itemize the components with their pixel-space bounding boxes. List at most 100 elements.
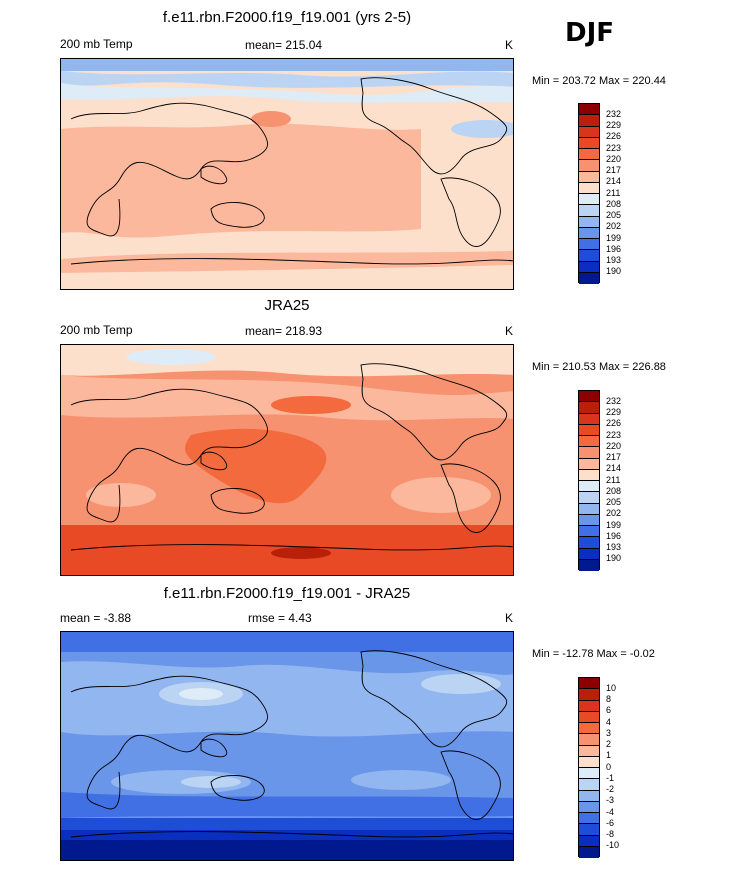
- panel1-contour-field: [61, 59, 513, 289]
- panel2-colorbar-cell: [579, 424, 599, 436]
- panel3-colorbar-tick-label: -1: [606, 773, 615, 783]
- panel2-minmax: Min = 210.53 Max = 226.88: [532, 361, 666, 373]
- panel2-colorbar-tick-label: 232: [606, 396, 622, 406]
- panel2-colorbar-cell: [579, 469, 599, 481]
- panel1-title: f.e11.rbn.F2000.f19_f19.001 (yrs 2-5): [162, 9, 412, 26]
- panel1-colorbar-cell: [579, 205, 599, 217]
- panel3-colorbar-cell: [579, 801, 599, 813]
- panel2-colorbar-cell: [579, 514, 599, 526]
- panel3-colorbar-cell: [579, 813, 599, 825]
- panel3-colorbar-cell: [579, 790, 599, 802]
- panel3-colorbar-tick-label: -4: [606, 807, 615, 817]
- panel3-colorbar-tick-label: 0: [606, 762, 612, 772]
- panel1-colorbar-tick-label: 205: [606, 210, 622, 220]
- season-label: DJF: [565, 18, 615, 48]
- panel3-colorbar-cell: [579, 824, 599, 836]
- panel1-colorbar-tick-label: 208: [606, 199, 622, 209]
- panel3-colorbar-tick-label: 6: [606, 705, 612, 715]
- panel2-colorbar-tick-label: 217: [606, 452, 622, 462]
- panel2-colorbar-cell: [579, 537, 599, 549]
- panel3-colorbar-tick-label: -10: [606, 840, 620, 850]
- panel3-colorbar-cell: [579, 745, 599, 757]
- panel3-colorbar-tick-label: 4: [606, 717, 612, 727]
- panel2-map: [60, 344, 514, 576]
- panel2-colorbar-cell: [579, 413, 599, 425]
- panel1-colorbar-cell: [579, 194, 599, 206]
- panel2-colorbar-tick-label: 190: [606, 553, 622, 563]
- panel3-colorbar-tick-label: 1: [606, 750, 612, 760]
- panel1-colorbar-cell: [579, 216, 599, 228]
- panel2-colorbar-cell: [579, 402, 599, 414]
- panel2-mean-label: mean= 218.93: [245, 324, 323, 338]
- panel2-colorbar-cell: [579, 548, 599, 560]
- panel3-colorbar-cell: [579, 723, 599, 735]
- panel1-colorbar-tick-label: 217: [606, 165, 622, 175]
- panel1-colorbar-tick-label: 202: [606, 221, 622, 231]
- panel2-variable-label: 200 mb Temp: [60, 323, 133, 337]
- panel2-colorbar-tick-label: 226: [606, 418, 622, 428]
- panel1-colorbar-tick-label: 190: [606, 266, 622, 276]
- panel2-colorbar-tick-label: 211: [606, 475, 621, 485]
- panel2-colorbar-tick-label: 220: [606, 441, 622, 451]
- panel3-colorbar-cell: [579, 835, 599, 847]
- panel3-colorbar-tick-label: -2: [606, 784, 615, 794]
- panel1-colorbar-tick-label: 220: [606, 154, 622, 164]
- panel3-colorbar-cell: [579, 756, 599, 768]
- panel3-colorbar-tick-label: -6: [606, 818, 615, 828]
- panel2-colorbar-cell: [579, 526, 599, 538]
- panel3-map: [60, 631, 514, 861]
- panel3-mean-label: mean = -3.88: [60, 611, 132, 625]
- panel3-colorbar-tick-label: 2: [606, 739, 612, 749]
- panel3-colorbar-cell: [579, 689, 599, 701]
- panel1-colorbar: [578, 103, 600, 284]
- panel2-colorbar: [578, 390, 600, 571]
- panel2-colorbar-cell: [579, 458, 599, 470]
- panel2-colorbar-tick-label: 196: [606, 531, 622, 541]
- panel3-colorbar-cell: [579, 700, 599, 712]
- panel2-colorbar-tick-label: 193: [606, 542, 622, 552]
- panel1-colorbar-cell: [579, 227, 599, 239]
- panel3-colorbar-cell: [579, 779, 599, 791]
- panel1-colorbar-tick-label: 229: [606, 120, 622, 130]
- panel3-colorbar-cell: [579, 711, 599, 723]
- panel2-colorbar-cell: [579, 559, 599, 571]
- panel1-colorbar-cell: [579, 160, 599, 172]
- panel2-colorbar-tick-label: 202: [606, 508, 622, 518]
- panel1-colorbar-tick-label: 196: [606, 244, 622, 254]
- panel1-units-label: K: [505, 38, 514, 52]
- panel1-colorbar-cell: [579, 104, 599, 116]
- panel2-colorbar-tick-label: 223: [606, 430, 622, 440]
- panel1-colorbar-cell: [579, 272, 599, 284]
- panel3-minmax: Min = -12.78 Max = -0.02: [532, 648, 655, 660]
- panel3-colorbar-cell: [579, 678, 599, 690]
- panel2-colorbar-cell: [579, 447, 599, 459]
- panel2-colorbar-tick-label: 205: [606, 497, 622, 507]
- panel2-colorbar-cell: [579, 436, 599, 448]
- panel2-colorbar-tick-label: 229: [606, 407, 622, 417]
- panel3-colorbar-tick-label: 10: [606, 683, 617, 693]
- panel3-units-label: K: [505, 611, 514, 625]
- panel1-colorbar-tick-label: 193: [606, 255, 622, 265]
- panel1-colorbar-cell: [579, 126, 599, 138]
- panel1-variable-label: 200 mb Temp: [60, 37, 133, 51]
- panel1-colorbar-cell: [579, 149, 599, 161]
- panel1-colorbar-tick-label: 199: [606, 233, 622, 243]
- panel3-colorbar-cell: [579, 846, 599, 858]
- panel1-colorbar-tick-label: 232: [606, 109, 622, 119]
- panel1-colorbar-cell: [579, 182, 599, 194]
- panel2-units-label: K: [505, 324, 514, 338]
- panel1-colorbar-tick-label: 211: [606, 188, 621, 198]
- panel2-colorbar-cell: [579, 481, 599, 493]
- panel2-colorbar-cell: [579, 492, 599, 504]
- panel2-title: JRA25: [264, 297, 310, 314]
- panel3-contour-field: [61, 632, 513, 860]
- panel1-minmax: Min = 203.72 Max = 220.44: [532, 75, 666, 87]
- panel1-colorbar-cell: [579, 239, 599, 251]
- panel3-colorbar-cell: [579, 768, 599, 780]
- panel2-colorbar-cell: [579, 503, 599, 515]
- panel1-colorbar-cell: [579, 137, 599, 149]
- panel1-mean-label: mean= 215.04: [245, 38, 323, 52]
- panel2-contour-field: [61, 345, 513, 575]
- panel2-colorbar-cell: [579, 391, 599, 403]
- panel3-title: f.e11.rbn.F2000.f19_f19.001 - JRA25: [163, 585, 411, 602]
